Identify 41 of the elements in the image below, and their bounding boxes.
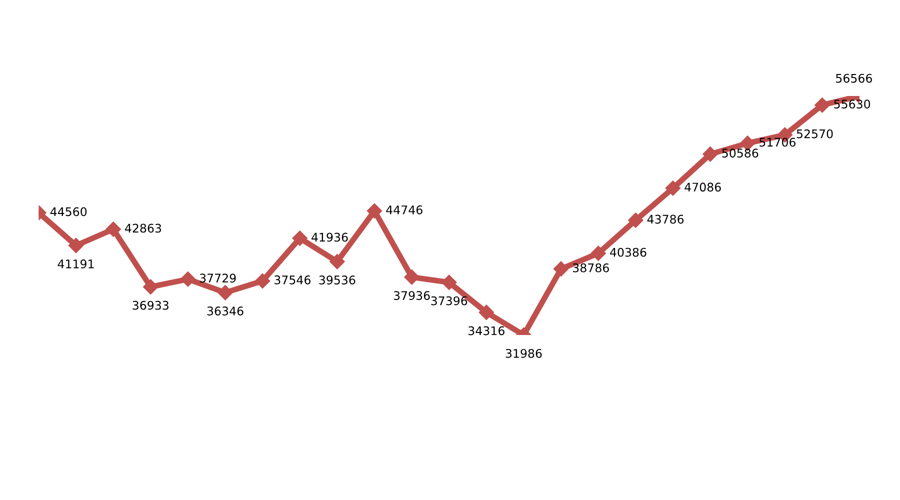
data-label: 44746	[386, 205, 422, 214]
point	[366, 203, 382, 219]
point	[105, 221, 122, 238]
point	[553, 261, 569, 277]
point	[590, 245, 606, 262]
data-label: 36933	[132, 300, 168, 310]
data-label: 41191	[58, 259, 94, 268]
data-label: 47086	[684, 182, 721, 192]
point	[254, 273, 270, 289]
data-label: 34316	[468, 326, 504, 336]
point	[329, 254, 346, 270]
point	[180, 271, 196, 288]
point	[702, 146, 718, 162]
point	[814, 97, 830, 113]
data-label: 39536	[319, 276, 356, 284]
data-label: 37729	[200, 274, 236, 283]
data-label: 40386	[610, 248, 646, 257]
data-label: 31986	[506, 348, 542, 358]
data-label: 56566	[836, 74, 872, 83]
point	[142, 279, 158, 295]
data-label: 38786	[573, 263, 609, 272]
point	[628, 212, 644, 228]
point	[478, 304, 494, 320]
data-label: 41936	[312, 232, 348, 242]
point	[404, 269, 420, 286]
data-label: 37396	[431, 296, 468, 306]
data-label: 37546	[274, 275, 310, 284]
point	[292, 230, 308, 246]
data-label: 51706	[760, 138, 796, 147]
point	[217, 284, 234, 300]
data-label: 55630	[834, 100, 870, 109]
data-label: 44560	[50, 207, 87, 216]
data-label: 52570	[796, 129, 833, 138]
data-label: 37936	[394, 291, 430, 300]
point	[68, 238, 84, 254]
point	[441, 274, 457, 290]
data-label: 42863	[125, 224, 162, 233]
data-label: 43786	[647, 214, 684, 224]
data-label: 36346	[207, 306, 244, 316]
data-label: 50586	[722, 148, 758, 158]
point	[665, 180, 681, 196]
